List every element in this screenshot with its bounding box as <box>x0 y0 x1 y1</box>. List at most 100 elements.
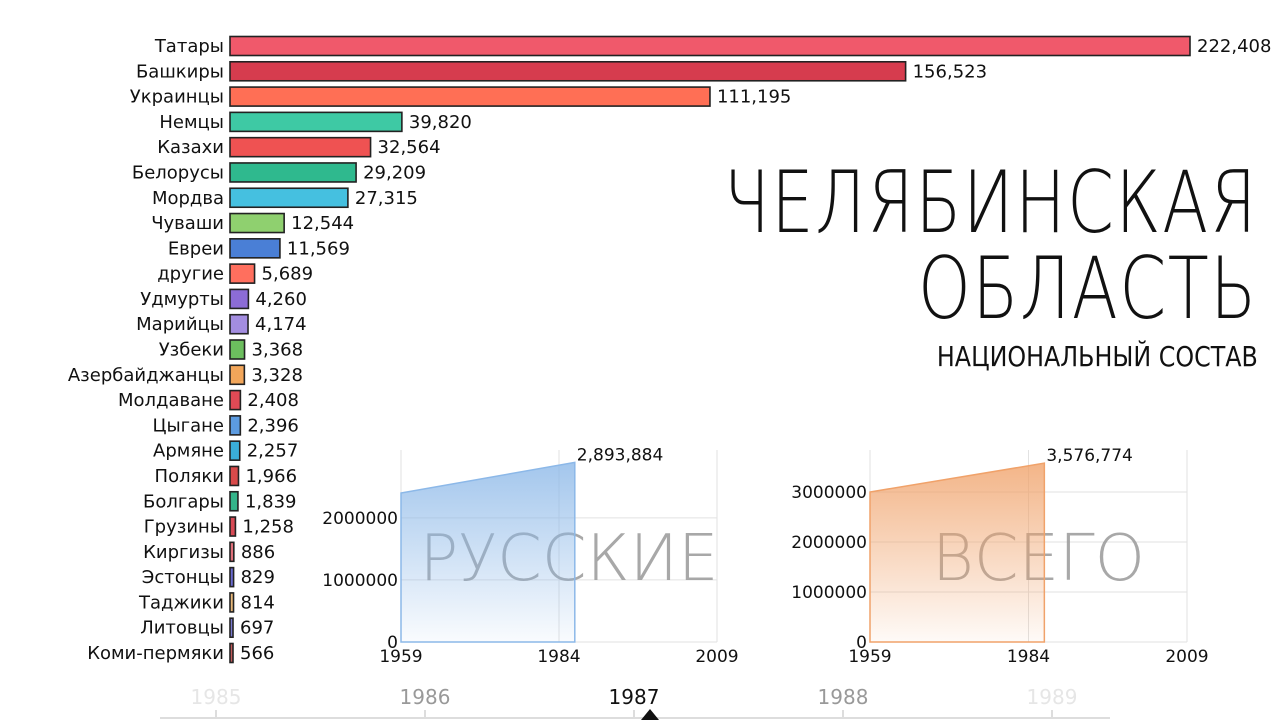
bar-15 <box>229 415 242 436</box>
x-tick-2: 2009 <box>695 647 738 667</box>
title-line-2: ОБЛАСТЬ <box>918 239 1258 339</box>
category-label-10: Удмурты <box>140 289 224 310</box>
title-line-1: ЧЕЛЯБИНСКАЯ <box>723 153 1258 253</box>
bar-16 <box>229 440 241 461</box>
value-label-16: 2,257 <box>247 441 299 462</box>
y-tick-0: 0 <box>856 633 867 653</box>
category-label-7: Чуваши <box>151 213 224 234</box>
value-label-20: 886 <box>241 542 275 563</box>
value-label-10: 4,260 <box>255 289 307 310</box>
value-label-0: 222,408 <box>1197 36 1271 57</box>
total-area-chart: ВСЕГО3,576,77419591984200901000000200000… <box>760 440 1230 674</box>
x-tick-2: 2009 <box>1165 647 1208 667</box>
category-label-4: Казахи <box>157 137 224 158</box>
bar-9 <box>229 263 256 284</box>
y-tick-1: 1000000 <box>791 583 867 603</box>
x-tick-1: 1984 <box>1007 647 1050 667</box>
category-label-6: Мордва <box>152 188 224 209</box>
x-tick-0: 1959 <box>848 647 891 667</box>
bar-14 <box>229 389 242 411</box>
category-label-24: Коми-пермяки <box>87 643 224 664</box>
value-label-14: 2,408 <box>247 390 299 411</box>
value-label-22: 814 <box>241 592 275 613</box>
timeline-year-1987[interactable]: 1987 <box>609 685 660 709</box>
timeline[interactable]: 1985 1986 1987 1988 1989 <box>0 672 1280 720</box>
bar-4 <box>229 136 372 158</box>
value-label-6: 27,315 <box>355 188 418 209</box>
bar-13 <box>229 364 246 386</box>
value-label-9: 5,689 <box>262 264 314 285</box>
value-label-21: 829 <box>241 567 275 588</box>
subtitle: НАЦИОНАЛЬНЫЙ СОСТАВ <box>937 340 1258 373</box>
category-label-8: Евреи <box>168 238 224 259</box>
bar-6 <box>229 187 349 209</box>
area-series <box>869 462 1046 643</box>
y-tick-1: 1000000 <box>322 571 398 591</box>
value-label-4: 32,564 <box>378 137 441 158</box>
bar-12 <box>229 339 246 360</box>
value-label-8: 11,569 <box>287 238 350 259</box>
value-label-15: 2,396 <box>247 415 299 436</box>
value-label-1: 156,523 <box>913 61 987 82</box>
bar-19 <box>229 516 237 537</box>
x-tick-0: 1959 <box>379 647 422 667</box>
category-label-12: Узбеки <box>159 340 224 361</box>
category-label-9: другие <box>157 264 224 285</box>
value-label-23: 697 <box>240 618 274 639</box>
category-label-20: Киргизы <box>143 542 224 563</box>
category-label-0: Татары <box>154 36 224 57</box>
peak-value-label: 3,576,774 <box>1046 446 1133 466</box>
bar-22 <box>229 592 235 613</box>
category-label-16: Армяне <box>153 441 224 462</box>
category-label-15: Цыгане <box>152 415 224 436</box>
timeline-year-1988[interactable]: 1988 <box>818 685 869 709</box>
timeline-marker-icon[interactable] <box>641 709 659 720</box>
category-label-23: Литовцы <box>140 618 224 639</box>
y-tick-3: 3000000 <box>791 483 867 503</box>
category-label-19: Грузины <box>144 517 224 538</box>
value-label-5: 29,209 <box>363 162 426 183</box>
category-label-2: Украинцы <box>130 87 224 108</box>
timeline-year-1989[interactable]: 1989 <box>1027 685 1078 709</box>
value-label-2: 111,195 <box>717 87 791 108</box>
category-label-5: Белорусы <box>132 162 224 183</box>
value-label-13: 3,328 <box>251 365 303 386</box>
bar-8 <box>229 238 281 259</box>
bar-7 <box>229 212 285 234</box>
category-label-21: Эстонцы <box>142 567 224 588</box>
category-label-18: Болгары <box>143 491 224 512</box>
value-label-3: 39,820 <box>409 112 472 133</box>
y-tick-2: 2000000 <box>322 509 398 529</box>
category-label-3: Немцы <box>159 112 224 133</box>
value-label-7: 12,544 <box>291 213 354 234</box>
bar-23 <box>229 617 234 639</box>
category-label-14: Молдаване <box>118 390 224 411</box>
title-block: ЧЕЛЯБИНСКАЯ ОБЛАСТЬ НАЦИОНАЛЬНЫЙ СОСТАВ <box>573 160 1258 373</box>
category-label-17: Поляки <box>155 466 224 487</box>
value-label-24: 566 <box>240 643 274 664</box>
bar-11 <box>229 313 249 335</box>
bar-2 <box>229 86 711 107</box>
timeline-year-1985[interactable]: 1985 <box>191 685 242 709</box>
y-tick-0: 0 <box>387 633 398 653</box>
category-label-1: Башкиры <box>136 61 224 82</box>
y-tick-2: 2000000 <box>791 533 867 553</box>
category-label-11: Марийцы <box>136 314 224 335</box>
russians-area-chart: РУССКИЕ2,893,884195919842009010000002000… <box>300 440 760 674</box>
value-label-17: 1,966 <box>245 466 297 487</box>
value-label-11: 4,174 <box>255 314 307 335</box>
bar-0 <box>229 35 1191 57</box>
timeline-year-1986[interactable]: 1986 <box>400 685 451 709</box>
x-tick-1: 1984 <box>537 647 580 667</box>
category-label-13: Азербайджанцы <box>68 365 224 386</box>
value-label-19: 1,258 <box>242 517 294 538</box>
area-series <box>400 461 576 643</box>
bar-17 <box>229 465 240 487</box>
bar-10 <box>229 288 250 310</box>
bar-18 <box>229 490 239 512</box>
bar-1 <box>229 60 907 82</box>
category-label-22: Таджики <box>138 592 224 613</box>
bar-5 <box>229 162 357 183</box>
bar-chart: Татары 222,408 Башкиры 156,523 Украинцы 111,1… <box>68 35 1271 664</box>
peak-value-label: 2,893,884 <box>577 445 664 465</box>
